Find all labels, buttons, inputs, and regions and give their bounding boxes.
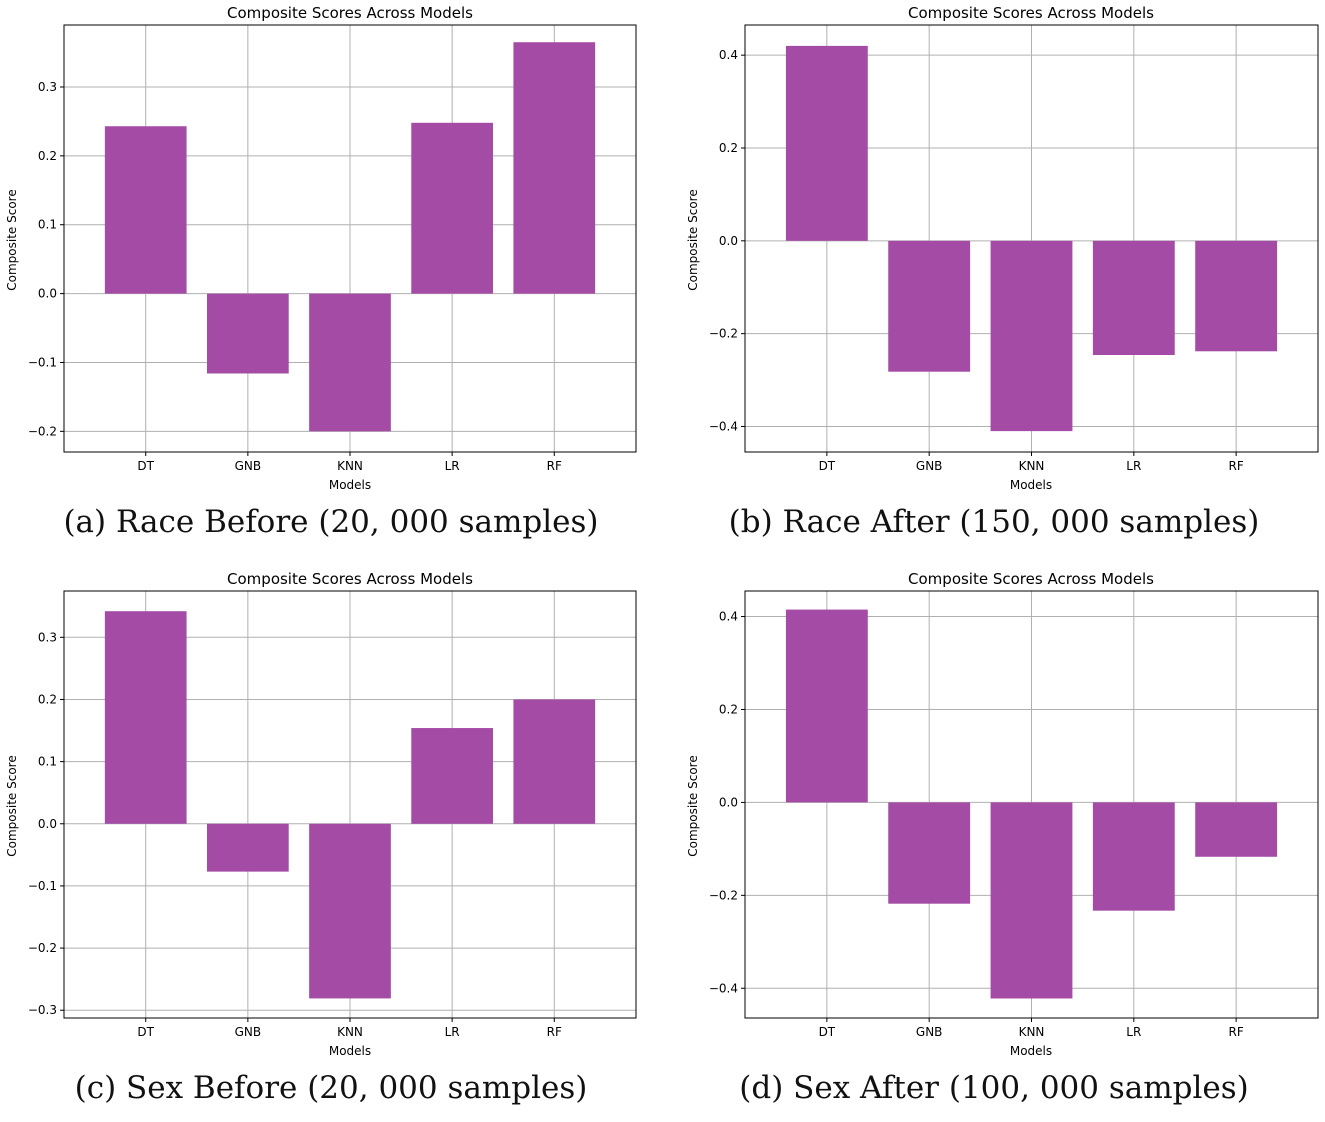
x-axis-label: Models [329,1044,371,1058]
x-tick-label: LR [1126,459,1141,473]
x-tick-label: DT [137,459,154,473]
bar-lr [411,122,493,294]
y-tick-label: −0.2 [709,327,738,341]
bar-chart: Composite Scores Across Models Models Co… [686,570,1319,1058]
chart-title: Composite Scores Across Models [908,4,1154,22]
x-tick-label: GNB [235,459,262,473]
plot-frame [744,590,1319,1019]
y-tick-label: 0.0 [719,234,738,248]
y-tick-label: 0.2 [38,149,57,163]
x-tick-label: RF [1229,1025,1244,1039]
y-tick-label: −0.3 [28,1003,57,1017]
subfigure-caption: (c) Sex Before (20, 000 samples) [74,1070,588,1106]
y-tick-label: 0.4 [719,610,738,624]
bar-lr [1092,802,1175,911]
y-tick-label: 0.1 [38,755,57,769]
bar-dt [104,611,187,824]
bar-rf [1195,240,1278,352]
bar-gnb [207,823,289,872]
bar-lr [411,728,493,824]
y-tick-label: 0.1 [38,218,57,232]
bar-dt [785,609,868,803]
y-tick-label: 0.0 [38,287,57,301]
y-tick-label: −0.2 [709,888,738,902]
y-axis-label: Composite Score [5,755,19,856]
chart-title: Composite Scores Across Models [227,570,473,588]
y-tick-label: −0.1 [28,879,57,893]
y-tick-label: −0.1 [28,355,57,369]
bar-rf [1195,802,1278,857]
bar-knn [990,240,1073,432]
x-tick-label: KNN [337,1025,363,1039]
x-tick-label: KNN [1019,1025,1045,1039]
x-axis-label: Models [329,478,371,492]
bar-gnb [888,240,971,372]
subfigure-caption: (d) Sex After (100, 000 samples) [739,1070,1249,1106]
bar-lr [1092,240,1175,355]
x-axis-label: Models [1010,1044,1052,1058]
y-tick-label: 0.4 [719,48,738,62]
bar-gnb [888,802,971,904]
y-axis-label: Composite Score [686,189,700,290]
chart-panel-sex-after: Composite Scores Across Models Models Co… [663,566,1325,1122]
chart-title: Composite Scores Across Models [227,4,473,22]
y-tick-label: 0.3 [38,630,57,644]
plot-frame [63,590,637,1019]
y-tick-label: −0.4 [709,981,738,995]
bar-rf [513,699,596,824]
x-tick-label: RF [1229,459,1244,473]
x-tick-label: KNN [1019,459,1045,473]
x-tick-label: DT [819,459,836,473]
chart-title: Composite Scores Across Models [908,570,1154,588]
subfigure-caption: (b) Race After (150, 000 samples) [728,504,1260,540]
x-tick-label: LR [445,1025,460,1039]
y-tick-label: −0.2 [28,941,57,955]
x-tick-label: GNB [916,459,943,473]
y-tick-label: −0.2 [28,424,57,438]
x-tick-label: KNN [337,459,363,473]
x-tick-label: DT [819,1025,836,1039]
y-axis-label: Composite Score [5,189,19,290]
plot-frame [63,24,637,453]
x-tick-label: LR [1126,1025,1141,1039]
bar-chart: Composite Scores Across Models Models Co… [5,570,637,1058]
x-tick-label: DT [137,1025,154,1039]
x-tick-label: RF [547,459,562,473]
bar-dt [785,45,868,241]
y-tick-label: 0.2 [38,692,57,706]
bar-chart: Composite Scores Across Models Models Co… [686,4,1319,492]
x-tick-label: LR [445,459,460,473]
y-axis-label: Composite Score [686,755,700,856]
bar-gnb [207,293,289,374]
x-tick-label: GNB [916,1025,943,1039]
bar-knn [990,802,1073,999]
y-tick-label: 0.0 [719,795,738,809]
bar-chart: Composite Scores Across Models Models Co… [5,4,637,492]
bar-knn [309,293,391,432]
bar-rf [513,42,596,294]
plot-frame [744,24,1319,453]
y-tick-label: 0.3 [38,80,57,94]
bar-dt [104,126,187,294]
y-tick-label: 0.0 [38,817,57,831]
y-tick-label: 0.2 [719,702,738,716]
bar-knn [309,823,391,999]
chart-panel-race-after: Composite Scores Across Models Models Co… [663,0,1325,556]
chart-panel-sex-before: Composite Scores Across Models Models Co… [0,566,662,1122]
subfigure-caption: (a) Race Before (20, 000 samples) [63,504,599,540]
chart-panel-race-before: Composite Scores Across Models Models Co… [0,0,662,556]
x-axis-label: Models [1010,478,1052,492]
y-tick-label: 0.2 [719,141,738,155]
x-tick-label: RF [547,1025,562,1039]
x-tick-label: GNB [235,1025,262,1039]
y-tick-label: −0.4 [709,419,738,433]
